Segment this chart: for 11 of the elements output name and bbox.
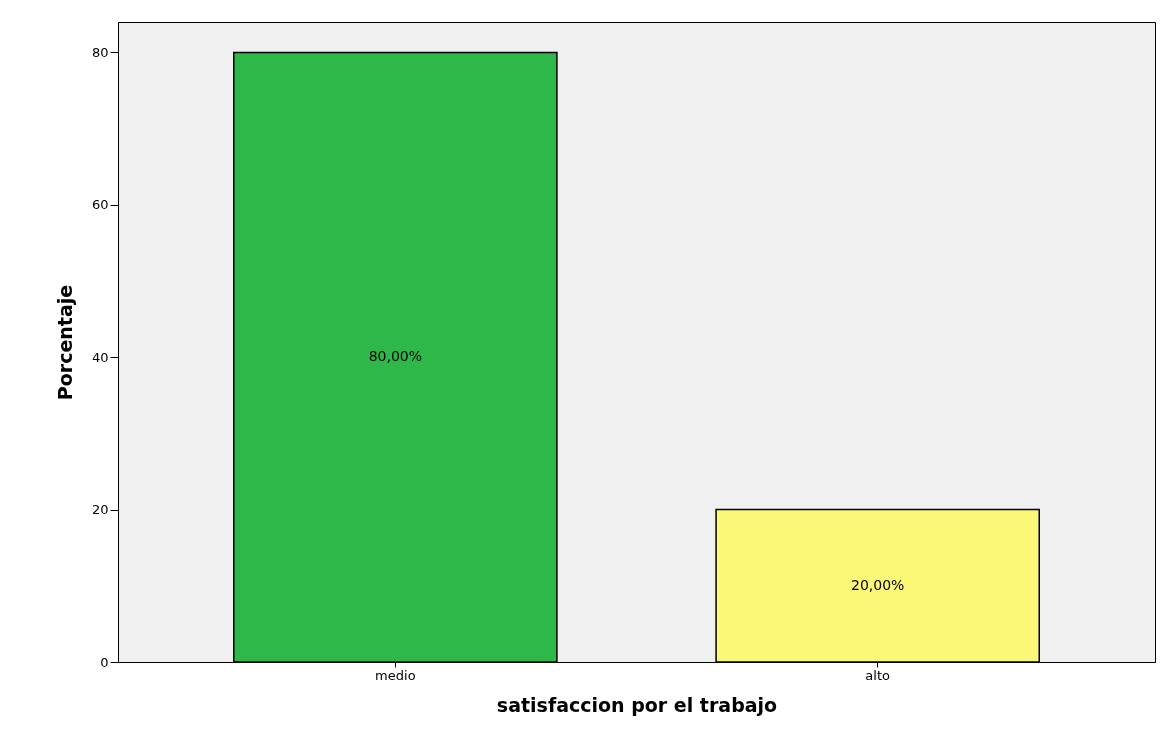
y-tick-label: 20 xyxy=(91,502,109,518)
y-tick-label: 0 xyxy=(100,654,109,670)
y-tick-label: 80 xyxy=(91,44,109,60)
x-tick-label: medio xyxy=(375,667,416,683)
y-axis-title: Porcentaje xyxy=(53,284,76,401)
x-tick-label: alto xyxy=(865,667,891,683)
y-tick-label: 60 xyxy=(91,197,109,213)
data-label: 80,00% xyxy=(368,348,423,365)
data-label: 20,00% xyxy=(850,576,905,593)
y-tick-label: 40 xyxy=(91,349,109,365)
x-axis-title: satisfaccion por el trabajo xyxy=(496,693,778,716)
